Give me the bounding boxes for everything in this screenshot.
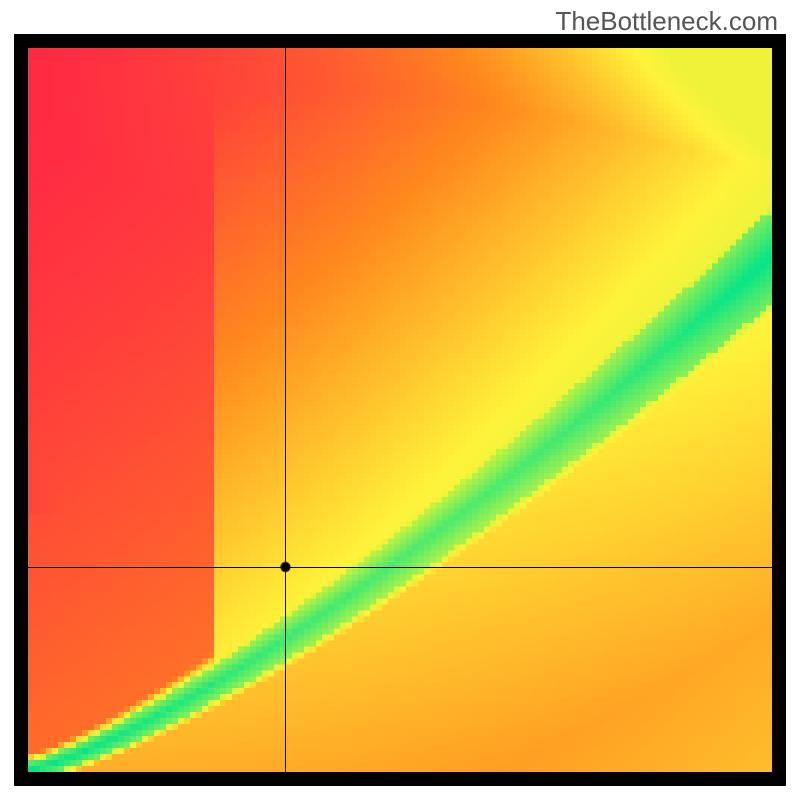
chart-frame: TheBottleneck.com	[0, 0, 800, 800]
watermark-text: TheBottleneck.com	[555, 6, 778, 37]
heatmap-plot	[28, 48, 772, 772]
heatmap-canvas	[28, 48, 772, 772]
crosshair-vertical	[285, 48, 286, 772]
crosshair-horizontal	[28, 567, 772, 568]
